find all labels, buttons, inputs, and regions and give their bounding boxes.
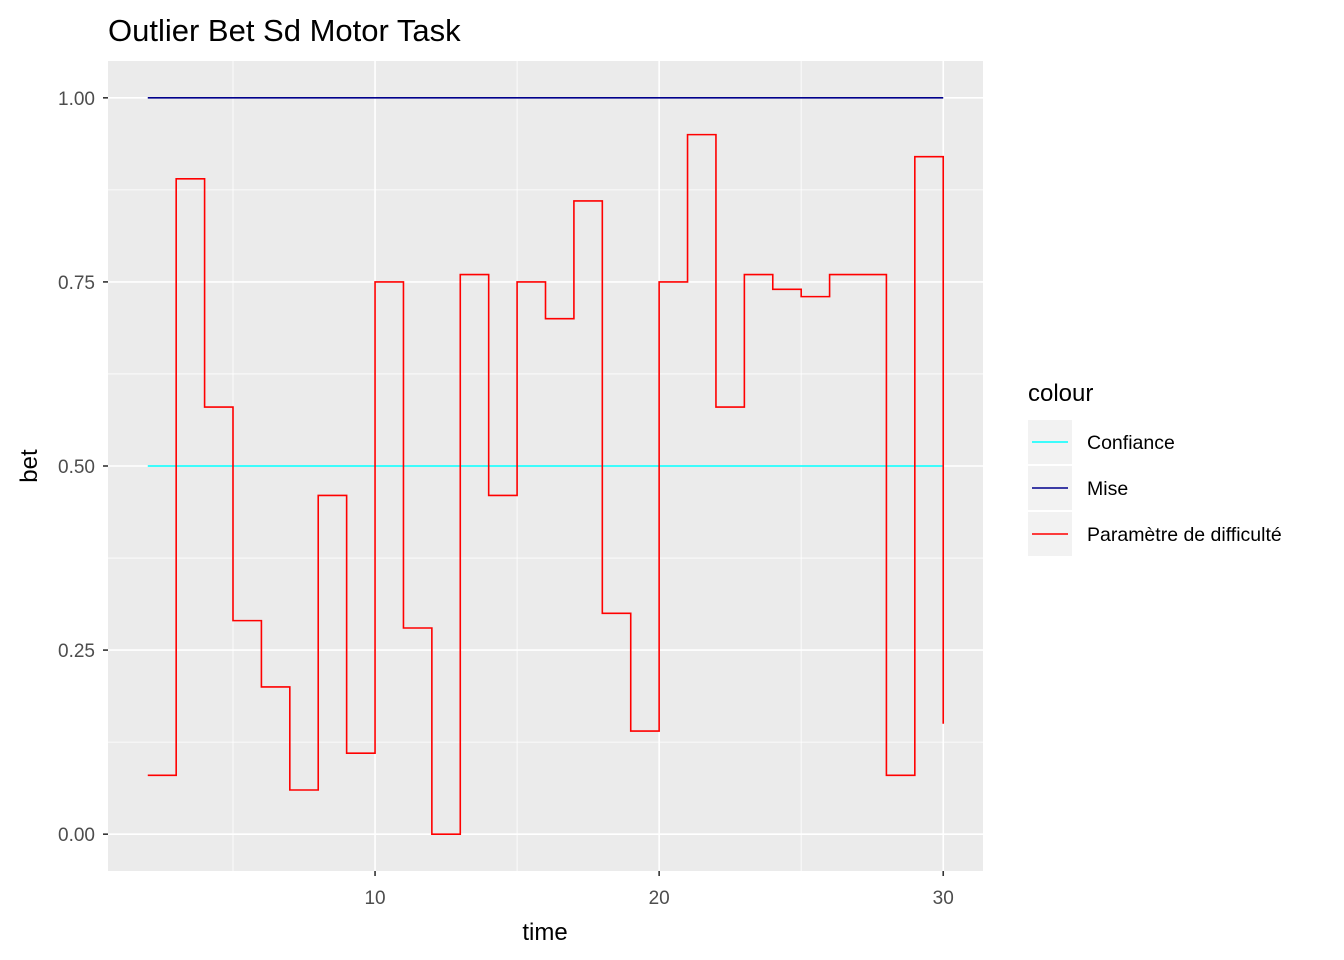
legend-label-mise: Mise [1087,478,1128,500]
y-axis: 0.00 0.25 0.50 0.75 1.00 [58,89,108,846]
legend-label-param-tre-de-difficult: Paramètre de difficulté [1087,524,1282,546]
legend-label-confiance: Confiance [1087,432,1175,454]
series-line-param-tre-de-difficult [147,133,945,835]
y-tick-label: 0.00 [58,825,95,846]
y-tick-label: 0.75 [58,273,95,294]
chart-title: Outlier Bet Sd Motor Task [108,13,461,48]
x-tick-label: 10 [364,888,385,909]
y-tick-label: 0.50 [58,457,95,478]
series-layer [147,97,945,835]
legend-title: colour [1028,380,1093,407]
y-axis-title: bet [16,449,43,483]
x-axis: 10 20 30 [364,871,954,909]
x-tick-label: 30 [933,888,954,909]
x-axis-title: time [522,919,567,946]
y-tick-label: 1.00 [58,89,95,110]
legend: colour Confiance Mise Paramètre de difficu… [1028,380,1282,556]
legend-items: Confiance Mise Paramètre de difficulté [1028,420,1282,556]
y-tick-label: 0.25 [58,641,95,662]
x-tick-label: 20 [649,888,670,909]
